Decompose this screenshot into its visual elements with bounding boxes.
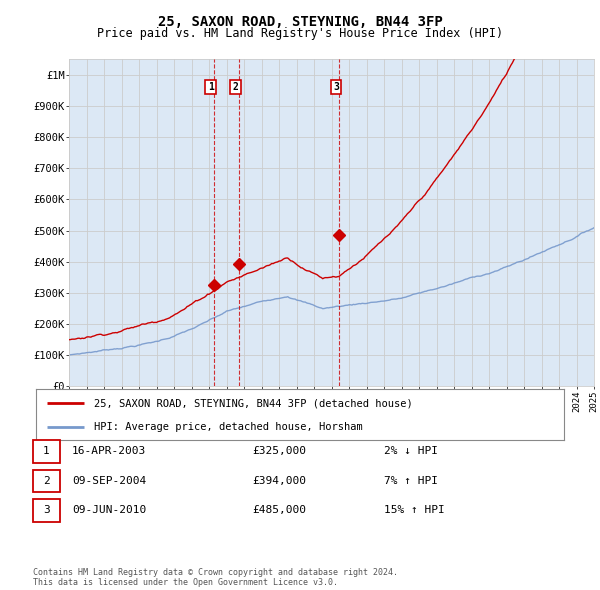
Text: 15% ↑ HPI: 15% ↑ HPI [384, 506, 445, 515]
Text: 25, SAXON ROAD, STEYNING, BN44 3FP (detached house): 25, SAXON ROAD, STEYNING, BN44 3FP (deta… [94, 398, 413, 408]
Text: 3: 3 [43, 506, 50, 515]
Text: £325,000: £325,000 [252, 447, 306, 456]
Text: 3: 3 [333, 82, 339, 92]
Text: £485,000: £485,000 [252, 506, 306, 515]
Text: 1: 1 [43, 447, 50, 456]
Text: 2% ↓ HPI: 2% ↓ HPI [384, 447, 438, 456]
Text: 09-JUN-2010: 09-JUN-2010 [72, 506, 146, 515]
Text: 2: 2 [232, 82, 238, 92]
Text: 1: 1 [208, 82, 214, 92]
Text: Contains HM Land Registry data © Crown copyright and database right 2024.
This d: Contains HM Land Registry data © Crown c… [33, 568, 398, 587]
Text: 09-SEP-2004: 09-SEP-2004 [72, 476, 146, 486]
Text: 25, SAXON ROAD, STEYNING, BN44 3FP: 25, SAXON ROAD, STEYNING, BN44 3FP [158, 15, 442, 29]
Text: 16-APR-2003: 16-APR-2003 [72, 447, 146, 456]
Text: 2: 2 [43, 476, 50, 486]
Text: £394,000: £394,000 [252, 476, 306, 486]
Text: HPI: Average price, detached house, Horsham: HPI: Average price, detached house, Hors… [94, 422, 363, 432]
Text: 7% ↑ HPI: 7% ↑ HPI [384, 476, 438, 486]
Text: Price paid vs. HM Land Registry's House Price Index (HPI): Price paid vs. HM Land Registry's House … [97, 27, 503, 40]
